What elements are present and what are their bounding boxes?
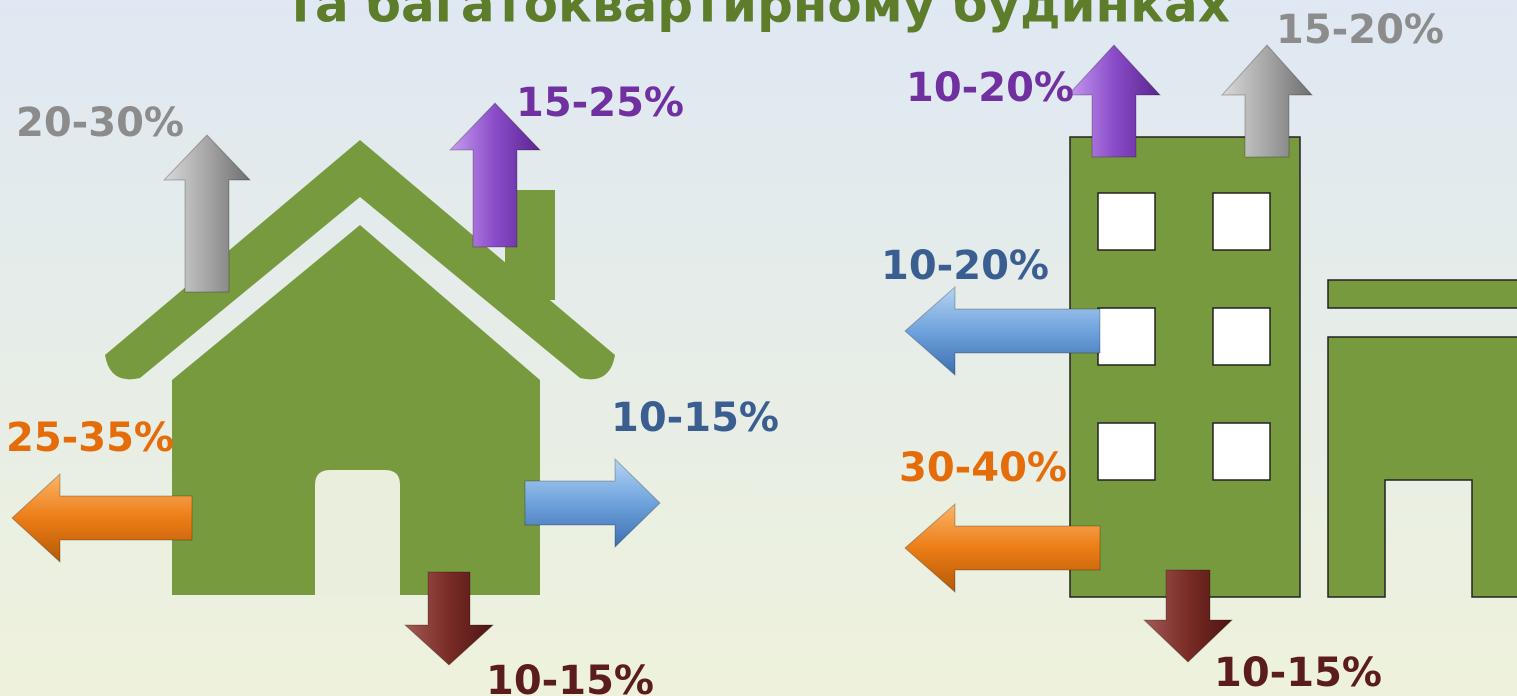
label: 30-40% — [899, 445, 1067, 491]
title: та багатоквартирному будинках — [286, 0, 1230, 34]
infographic: та багатоквартирному будинках 20-30% 15-… — [0, 0, 1517, 696]
label: 10-15% — [611, 395, 779, 441]
label: 20-30% — [16, 100, 184, 146]
label: 15-20% — [1276, 7, 1444, 53]
label: 10-20% — [906, 65, 1074, 111]
label: 10-15% — [486, 658, 654, 696]
label: 25-35% — [6, 415, 174, 461]
label: 10-20% — [881, 243, 1049, 289]
label: 10-15% — [1214, 650, 1382, 696]
label: 15-25% — [516, 80, 684, 126]
